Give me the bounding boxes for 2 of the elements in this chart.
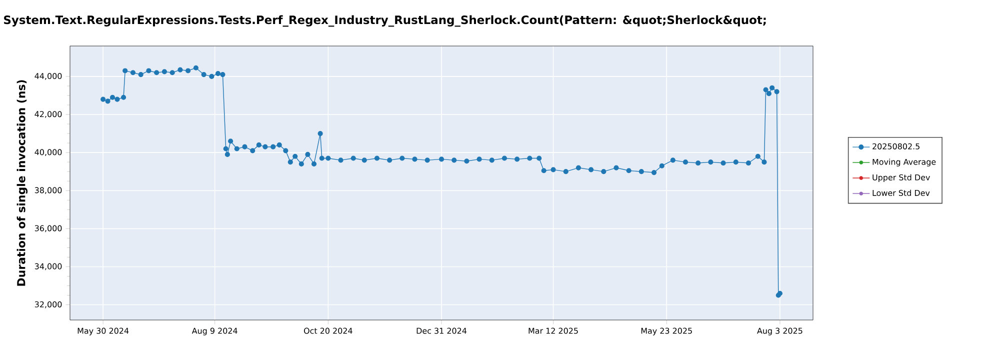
- y-axis-title: Duration of single invocation (ns): [16, 80, 28, 286]
- chart-title: System.Text.RegularExpressions.Tests.Perf_Regex_Industry_RustLang_Sherlock.Count(Pattern: &quot;Sherlock&quot;: [4, 15, 766, 27]
